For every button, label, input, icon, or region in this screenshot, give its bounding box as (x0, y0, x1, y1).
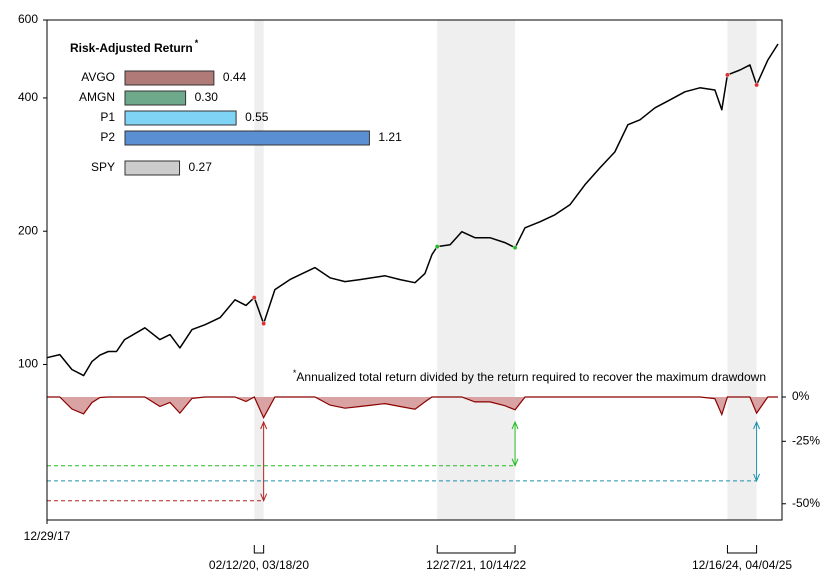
title-marker: * (195, 38, 199, 48)
plot-layer: 02/12/20, 03/18/20 12/27/21, 10/14/22 12/1… (18, 12, 820, 572)
bar-category: P2 (100, 130, 115, 144)
period-marker (261, 321, 267, 327)
y2-tick-label: -25% (792, 433, 820, 447)
period-marker (434, 244, 440, 250)
period-bracket (253, 545, 265, 554)
bar-value-label: 0.55 (245, 110, 269, 124)
period-label: 12/27/21, 10/14/22 (426, 558, 526, 572)
period-marker (251, 295, 257, 301)
footnote-text: Annualized total return divided by the r… (296, 370, 766, 384)
bar-category: AMGN (79, 90, 115, 104)
bar (124, 70, 215, 86)
period-shade (727, 20, 757, 520)
drawdown-line (47, 396, 778, 420)
period-marker (754, 82, 760, 88)
arrow-head (260, 420, 268, 430)
period-bracket (436, 545, 516, 554)
footnote: *Annualized total return divided by the … (293, 368, 766, 384)
x-tick-label: 12/29/17 (24, 529, 71, 543)
bar (124, 160, 181, 176)
bar-category: SPY (91, 160, 115, 174)
bar (124, 130, 370, 146)
arrow-head (260, 493, 268, 502)
drawdown-area (47, 397, 778, 418)
y-tick-label: 100 (18, 357, 38, 371)
period-marker (724, 72, 730, 78)
plot-frame (46, 19, 783, 521)
footnote-marker: * (293, 368, 297, 378)
bar-category: AVGO (81, 70, 115, 84)
bar (124, 90, 187, 106)
bar-value-label: 0.27 (189, 160, 213, 174)
y2-tick-label: -50% (792, 496, 820, 510)
period-bracket (726, 545, 758, 554)
arrow-head (753, 473, 761, 483)
legend-title: Risk-Adjusted Return * (70, 38, 199, 55)
period-shade (437, 20, 516, 520)
period-marker (512, 245, 518, 251)
bar-value-label: 0.30 (195, 90, 219, 104)
legend-title-text: Risk-Adjusted Return (70, 41, 193, 55)
bar-value-label: 1.21 (378, 130, 402, 144)
arrow-head (511, 420, 519, 430)
period-label: 12/16/24, 04/04/25 (692, 558, 792, 572)
shading-layer (254, 20, 757, 520)
arrow-head (511, 458, 519, 468)
y2-tick-label: 0% (792, 389, 810, 403)
y-tick-label: 200 (18, 223, 38, 237)
y-tick-label: 600 (18, 12, 38, 26)
arrow-head (753, 420, 761, 430)
price-line (46, 43, 779, 377)
y-tick-label: 400 (18, 90, 38, 104)
bar (124, 110, 237, 126)
period-shade (254, 20, 264, 520)
bar-value-label: 0.44 (223, 70, 247, 84)
period-label: 02/12/20, 03/18/20 (209, 558, 309, 572)
bar-category: P1 (100, 110, 115, 124)
